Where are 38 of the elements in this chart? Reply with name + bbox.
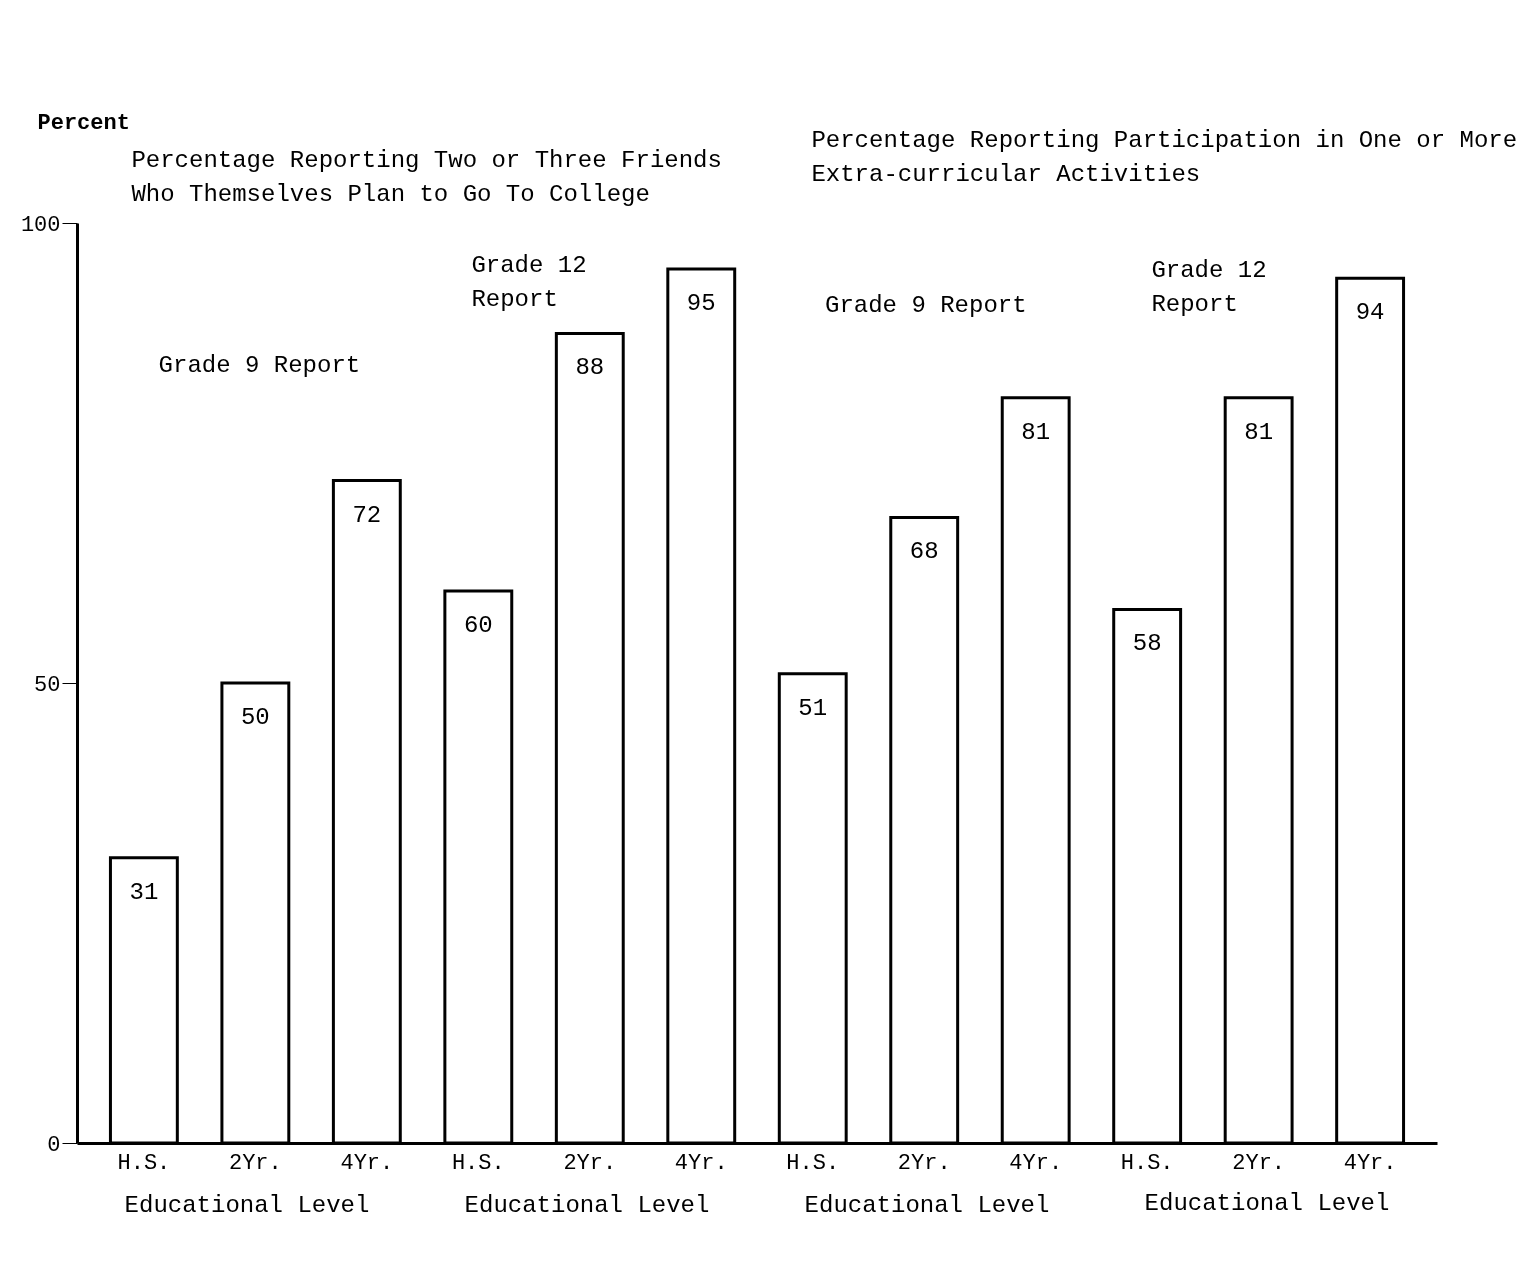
data-label: 51: [798, 694, 828, 722]
x-tick-label: 2Yr.: [228, 1150, 282, 1176]
data-label: 94: [1355, 299, 1385, 327]
text: Percentage Reporting Participation in One or More Extra-curricular Activities: [811, 127, 1518, 188]
text: Educational Level: [124, 1192, 370, 1219]
x-tick-label: 2Yr.: [897, 1150, 951, 1176]
text: Educational Level: [804, 1192, 1050, 1219]
data-label: 88: [575, 354, 605, 382]
data-label: 58: [1132, 630, 1162, 658]
x-tick-label: 4Yr.: [1343, 1150, 1397, 1176]
y-tick-label: 100: [20, 212, 61, 238]
x-tick-label: 4Yr.: [1009, 1150, 1063, 1176]
data-label: 72: [352, 501, 382, 529]
data-label: 95: [686, 290, 716, 317]
text: Percentage Reporting Two or Three Friends Who Themselves Plan to Go To College: [131, 147, 722, 208]
x-tick-label: 2Yr.: [563, 1150, 617, 1176]
text: Educational Level: [464, 1192, 710, 1219]
y-tick-label: 0: [47, 1132, 61, 1158]
x-tick-label: 2Yr.: [1232, 1150, 1286, 1176]
x-tick-label: H.S.: [451, 1150, 505, 1176]
y-tick-label: 50: [34, 672, 61, 698]
data-label: 68: [909, 538, 939, 566]
y-axis-title: Percent: [37, 110, 130, 136]
x-tick-label: H.S.: [117, 1150, 171, 1176]
text: Educational Level: [1144, 1190, 1390, 1217]
annotation: Grade 9 Report: [825, 292, 1027, 319]
data-label: 81: [1021, 418, 1051, 446]
annotation: Grade 12 Report: [471, 252, 587, 313]
annotation: Grade 12 Report: [1151, 257, 1267, 318]
annotation: Grade 9 Report: [158, 352, 361, 379]
x-tick-label: H.S.: [786, 1150, 840, 1176]
x-tick-label: 4Yr.: [674, 1150, 728, 1176]
x-tick-label: H.S.: [1120, 1150, 1174, 1176]
data-label: 81: [1244, 418, 1274, 446]
data-label: 31: [129, 878, 159, 906]
data-label: 50: [240, 704, 270, 731]
data-label: 60: [463, 612, 493, 639]
x-tick-label: 4Yr.: [340, 1150, 394, 1176]
